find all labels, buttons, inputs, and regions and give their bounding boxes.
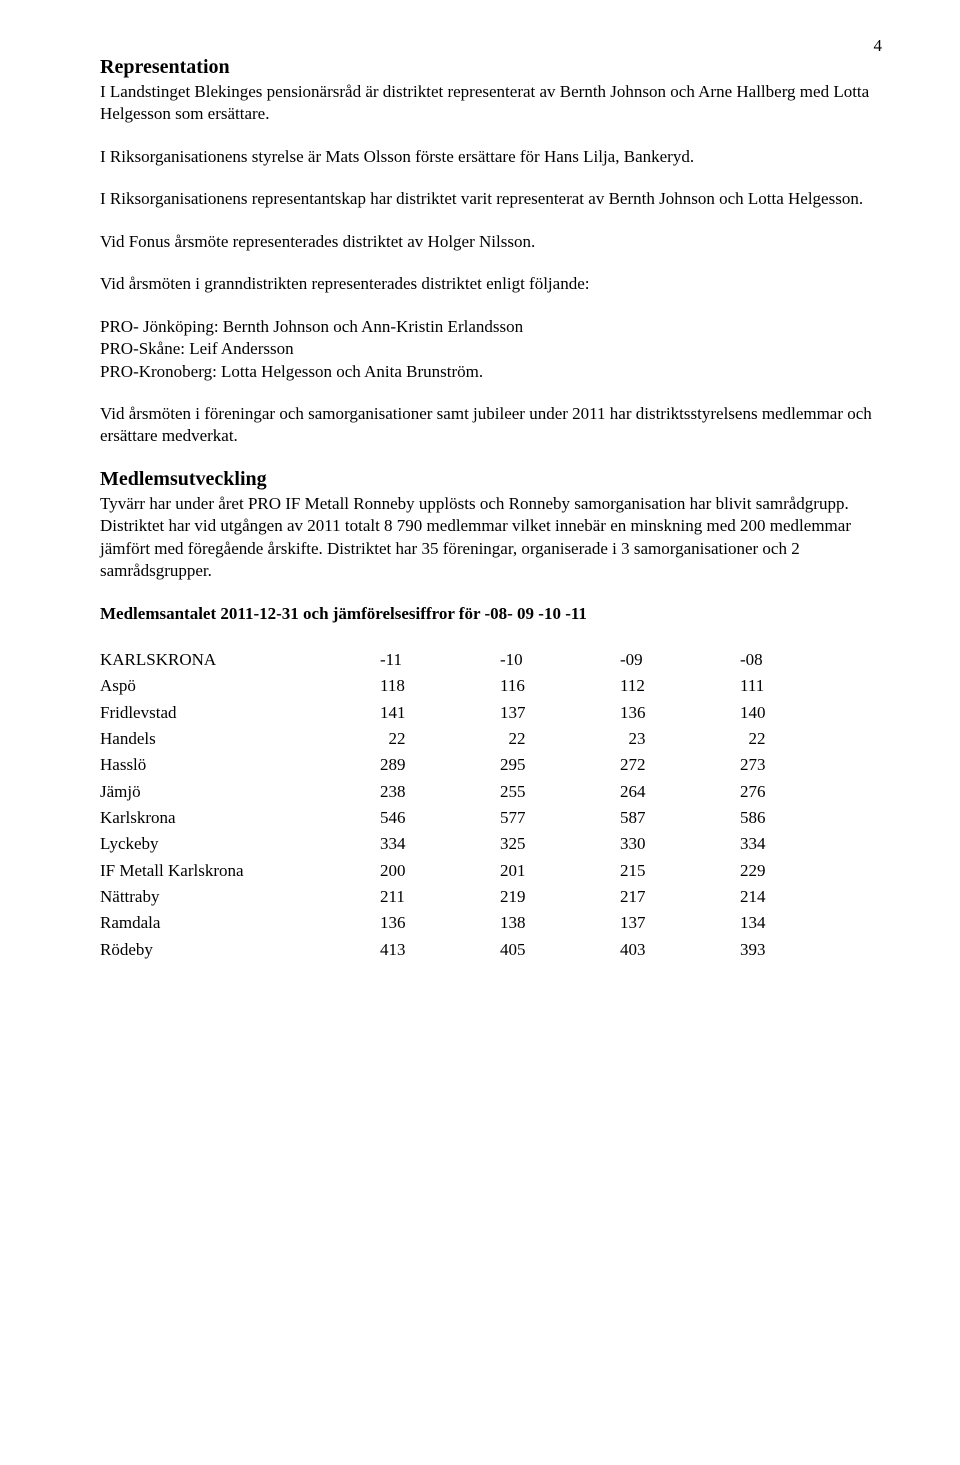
table-cell-value: 334 bbox=[740, 831, 860, 857]
table-row: IF Metall Karlskrona200201215229 bbox=[100, 858, 882, 884]
table-cell-value: 325 bbox=[500, 831, 620, 857]
table-cell-value: 546 bbox=[380, 805, 500, 831]
table-cell-value: 138 bbox=[500, 910, 620, 936]
paragraph: I Landstinget Blekinges pensionärsråd är… bbox=[100, 81, 882, 126]
table-row: Fridlevstad141137136140 bbox=[100, 700, 882, 726]
paragraph: Distriktet har vid utgången av 2011 tota… bbox=[100, 515, 882, 582]
table-cell-value: 211 bbox=[380, 884, 500, 910]
table-cell-value: 264 bbox=[620, 779, 740, 805]
document-page: 4 Representation I Landstinget Blekinges… bbox=[0, 0, 960, 1465]
table-cell-value: 255 bbox=[500, 779, 620, 805]
table-header-col: -10 bbox=[500, 647, 620, 673]
table-row: Ramdala136138137134 bbox=[100, 910, 882, 936]
table-cell-value: 141 bbox=[380, 700, 500, 726]
list-item: PRO-Skåne: Leif Andersson bbox=[100, 339, 294, 358]
paragraph: Vid årsmöten i granndistrikten represent… bbox=[100, 273, 882, 295]
table-cell-value: 22 bbox=[380, 726, 500, 752]
table-cell-value: 22 bbox=[500, 726, 620, 752]
table-cell-name: Nättraby bbox=[100, 884, 380, 910]
table-cell-value: 23 bbox=[620, 726, 740, 752]
table-cell-name: Ramdala bbox=[100, 910, 380, 936]
table-row: Karlskrona546577587586 bbox=[100, 805, 882, 831]
list-item: PRO-Kronoberg: Lotta Helgesson och Anita… bbox=[100, 362, 483, 381]
table-cell-name: Hasslö bbox=[100, 752, 380, 778]
table-cell-value: 118 bbox=[380, 673, 500, 699]
table-cell-value: 137 bbox=[500, 700, 620, 726]
table-cell-value: 334 bbox=[380, 831, 500, 857]
table-cell-value: 134 bbox=[740, 910, 860, 936]
table-body: Aspö118116112111Fridlevstad141137136140H… bbox=[100, 673, 882, 963]
table-cell-value: 273 bbox=[740, 752, 860, 778]
table-cell-value: 587 bbox=[620, 805, 740, 831]
table-row: Hasslö289295272273 bbox=[100, 752, 882, 778]
table-cell-value: 217 bbox=[620, 884, 740, 910]
table-header-col: -09 bbox=[620, 647, 740, 673]
table-cell-value: 136 bbox=[380, 910, 500, 936]
table-cell-value: 229 bbox=[740, 858, 860, 884]
table-cell-value: 403 bbox=[620, 937, 740, 963]
table-cell-value: 577 bbox=[500, 805, 620, 831]
list-item: PRO- Jönköping: Bernth Johnson och Ann-K… bbox=[100, 317, 523, 336]
table-cell-value: 214 bbox=[740, 884, 860, 910]
paragraph: I Riksorganisationens styrelse är Mats O… bbox=[100, 146, 882, 168]
table-cell-value: 405 bbox=[500, 937, 620, 963]
table-cell-name: Karlskrona bbox=[100, 805, 380, 831]
table-cell-name: Lyckeby bbox=[100, 831, 380, 857]
table-cell-value: 200 bbox=[380, 858, 500, 884]
table-header-col: -08 bbox=[740, 647, 860, 673]
table-cell-name: IF Metall Karlskrona bbox=[100, 858, 380, 884]
table-cell-value: 201 bbox=[500, 858, 620, 884]
table-cell-value: 140 bbox=[740, 700, 860, 726]
paragraph: Vid Fonus årsmöte representerades distri… bbox=[100, 231, 882, 253]
section-title-representation: Representation bbox=[100, 56, 882, 79]
membership-table: KARLSKRONA -11 -10 -09 -08 Aspö118116112… bbox=[100, 647, 882, 963]
table-cell-name: Jämjö bbox=[100, 779, 380, 805]
table-cell-value: 112 bbox=[620, 673, 740, 699]
table-header-col: -11 bbox=[380, 647, 500, 673]
table-row: Rödeby413405403393 bbox=[100, 937, 882, 963]
table-row: Jämjö238255264276 bbox=[100, 779, 882, 805]
table-cell-name: Rödeby bbox=[100, 937, 380, 963]
table-cell-value: 330 bbox=[620, 831, 740, 857]
table-cell-name: Handels bbox=[100, 726, 380, 752]
table-cell-value: 586 bbox=[740, 805, 860, 831]
table-cell-value: 238 bbox=[380, 779, 500, 805]
table-cell-name: Fridlevstad bbox=[100, 700, 380, 726]
table-cell-value: 116 bbox=[500, 673, 620, 699]
table-cell-value: 215 bbox=[620, 858, 740, 884]
table-cell-value: 111 bbox=[740, 673, 860, 699]
table-cell-value: 393 bbox=[740, 937, 860, 963]
paragraph: Tyvärr har under året PRO IF Metall Ronn… bbox=[100, 493, 882, 515]
table-cell-value: 136 bbox=[620, 700, 740, 726]
table-cell-value: 22 bbox=[740, 726, 860, 752]
paragraph: Vid årsmöten i föreningar och samorganis… bbox=[100, 403, 882, 448]
subheading: Medlemsantalet 2011-12-31 och jämförelse… bbox=[100, 603, 882, 625]
table-row: Lyckeby334325330334 bbox=[100, 831, 882, 857]
table-row: Handels 22 22 23 22 bbox=[100, 726, 882, 752]
table-row: Nättraby211219217214 bbox=[100, 884, 882, 910]
table-header-row: KARLSKRONA -11 -10 -09 -08 bbox=[100, 647, 882, 673]
section-title-medlemsutveckling: Medlemsutveckling bbox=[100, 468, 882, 491]
table-cell-value: 272 bbox=[620, 752, 740, 778]
table-cell-name: Aspö bbox=[100, 673, 380, 699]
paragraph: I Riksorganisationens representantskap h… bbox=[100, 188, 882, 210]
table-cell-value: 219 bbox=[500, 884, 620, 910]
table-cell-value: 137 bbox=[620, 910, 740, 936]
table-cell-value: 295 bbox=[500, 752, 620, 778]
table-header-region: KARLSKRONA bbox=[100, 647, 380, 673]
paragraph-list: PRO- Jönköping: Bernth Johnson och Ann-K… bbox=[100, 316, 882, 383]
table-cell-value: 289 bbox=[380, 752, 500, 778]
table-cell-value: 413 bbox=[380, 937, 500, 963]
page-number: 4 bbox=[874, 36, 883, 56]
table-row: Aspö118116112111 bbox=[100, 673, 882, 699]
table-cell-value: 276 bbox=[740, 779, 860, 805]
